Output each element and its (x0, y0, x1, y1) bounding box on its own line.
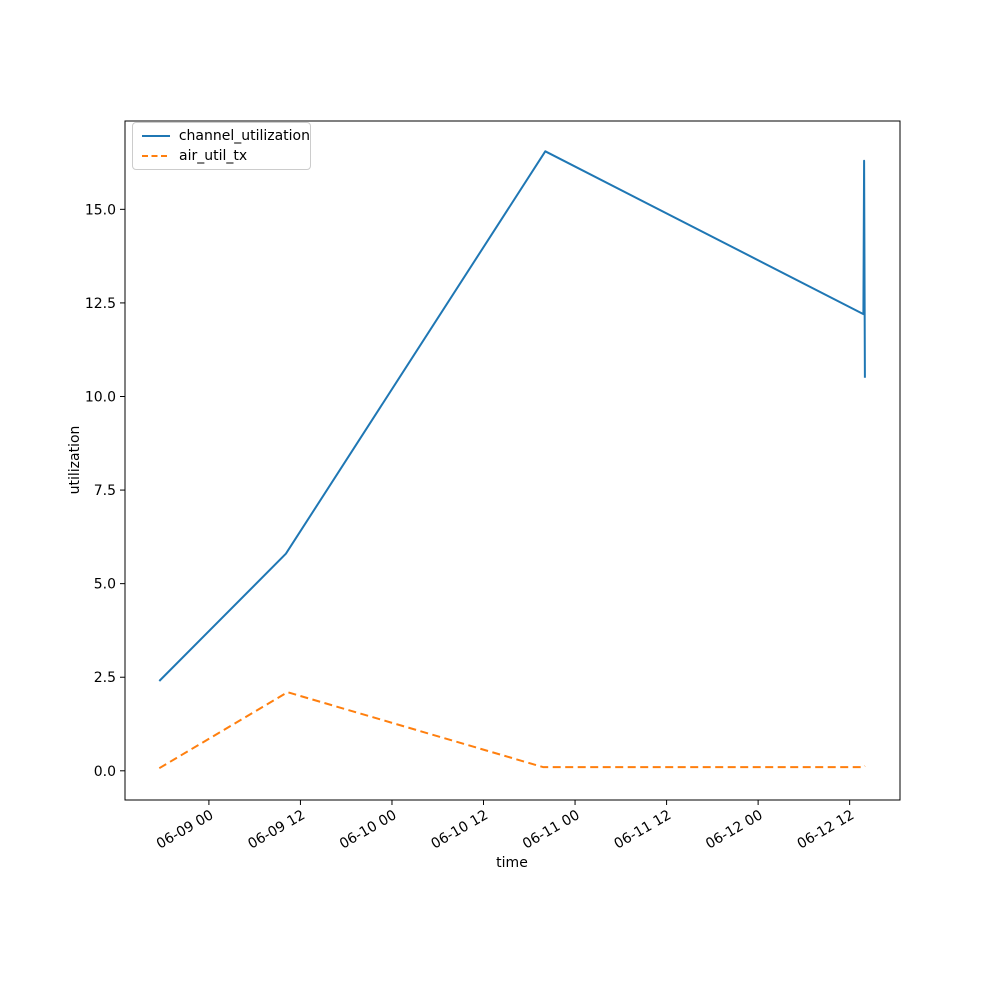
x-tick-label: 06-12 12 (795, 807, 858, 852)
x-tick-label: 06-09 00 (154, 807, 217, 852)
y-tick-label: 0.0 (94, 764, 116, 780)
series-lines (158, 150, 866, 770)
legend-label: channel_utilization (178, 127, 310, 144)
series-line-air_util_tx (158, 691, 866, 770)
legend-entry: channel_utilization (141, 128, 310, 145)
y-tick-label: 5.0 (94, 577, 116, 593)
legend: channel_utilization air_util_tx (132, 122, 311, 170)
x-tick-label: 06-09 12 (245, 807, 308, 852)
legend-line-sample-dashed (142, 155, 170, 157)
legend-entry: air_util_tx (141, 148, 310, 165)
plot-area-frame (124, 120, 901, 801)
x-tick-label: 06-11 00 (520, 807, 583, 852)
y-tick-label: 15.0 (85, 202, 116, 218)
x-tick-label: 06-12 00 (703, 807, 766, 852)
y-axis-ticks: 0.0 2.5 5.0 7.5 10.0 12.5 15.0 (85, 202, 125, 780)
y-tick-label: 7.5 (94, 483, 116, 499)
x-tick-label: 06-11 12 (612, 807, 675, 852)
y-tick-label: 2.5 (94, 670, 116, 686)
x-axis-title: time (496, 855, 528, 871)
legend-label: air_util_tx (179, 147, 248, 164)
y-axis-title: utilization (67, 426, 83, 495)
x-tick-label: 06-10 12 (428, 807, 491, 852)
y-tick-label: 12.5 (85, 296, 116, 312)
x-axis-ticks: 06-09 00 06-09 12 06-10 00 06-10 12 06-11 00… (154, 800, 857, 852)
series-line-channel_utilization (158, 150, 866, 682)
x-tick-label: 06-10 00 (337, 807, 400, 852)
legend-line-sample-solid (142, 135, 170, 137)
y-tick-label: 10.0 (85, 389, 116, 405)
